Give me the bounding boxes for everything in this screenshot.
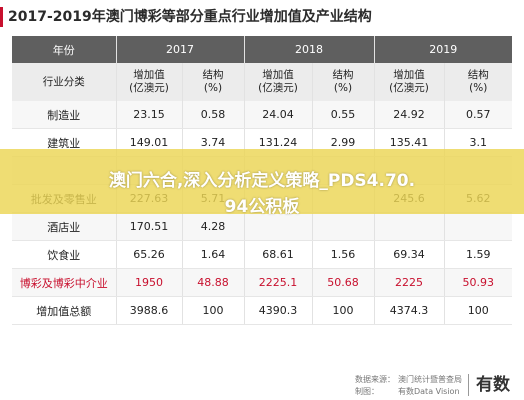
year-2018-header: 2018 bbox=[244, 36, 375, 63]
value-2019: 4374.3 bbox=[374, 296, 445, 325]
value-2019: 24.92 bbox=[374, 101, 445, 129]
row-category: 饮食业 bbox=[12, 240, 117, 269]
banner-text: 澳门六合,深入分析定义策略_PDS4.70. 94公积板 bbox=[0, 168, 524, 220]
structure-2017: 4.28 bbox=[182, 212, 245, 241]
value-2017: 3988.6 bbox=[116, 296, 183, 325]
year-header-row: 年份 2017 2018 2019 bbox=[12, 36, 512, 63]
structure-2017: 48.88 bbox=[182, 268, 245, 297]
value-header: 增加值 (亿澳元) bbox=[244, 63, 313, 101]
value-2018: 68.61 bbox=[244, 240, 313, 269]
structure-2017: 100 bbox=[182, 296, 245, 325]
overlay-banner bbox=[0, 149, 524, 214]
value-2017: 1950 bbox=[116, 268, 183, 297]
source-org: 澳门统计暨普查局 bbox=[398, 375, 462, 384]
row-category: 酒店业 bbox=[12, 212, 117, 241]
table-row: 制造业 23.15 0.58 24.04 0.55 24.92 0.57 bbox=[12, 101, 512, 129]
row-category: 增加值总额 bbox=[12, 296, 117, 325]
title-accent-bar bbox=[0, 7, 3, 27]
structure-2017: 0.58 bbox=[182, 101, 245, 129]
sub-header-row: 行业分类 增加值 (亿澳元) 结构 (%) 增加值 (亿澳元) 结构 (%) 增加值 (亿… bbox=[12, 63, 512, 101]
row-category: 制造业 bbox=[12, 101, 117, 129]
source-label: 数据来源： bbox=[355, 375, 395, 384]
structure-2018: 1.56 bbox=[312, 240, 375, 269]
structure-2017: 1.64 bbox=[182, 240, 245, 269]
year-2019-header: 2019 bbox=[374, 36, 512, 63]
value-2018: 2225.1 bbox=[244, 268, 313, 297]
structure-2019: 1.59 bbox=[444, 240, 512, 269]
structure-2018: 100 bbox=[312, 296, 375, 325]
structure-2019: 50.93 bbox=[444, 268, 512, 297]
value-2017: 65.26 bbox=[116, 240, 183, 269]
value-2019 bbox=[374, 212, 445, 241]
structure-header: 结构 (%) bbox=[444, 63, 512, 101]
table-row: 饮食业 65.26 1.64 68.61 1.56 69.34 1.59 bbox=[12, 240, 512, 269]
credit-org: 有数Data Vision bbox=[398, 387, 460, 396]
brand-logo: 有数 bbox=[476, 375, 510, 395]
value-header: 增加值 (亿澳元) bbox=[116, 63, 183, 101]
table-row: 增加值总额 3988.6 100 4390.3 100 4374.3 100 bbox=[12, 296, 512, 325]
table-row: 酒店业 170.51 4.28 bbox=[12, 212, 512, 241]
corner-label: 年份 bbox=[12, 36, 117, 63]
value-2017: 23.15 bbox=[116, 101, 183, 129]
value-2019: 69.34 bbox=[374, 240, 445, 269]
value-2019: 2225 bbox=[374, 268, 445, 297]
banner-line-2: 94公积板 bbox=[224, 197, 300, 217]
structure-2018: 50.68 bbox=[312, 268, 375, 297]
value-2017: 170.51 bbox=[116, 212, 183, 241]
value-2018: 4390.3 bbox=[244, 296, 313, 325]
structure-2019: 0.57 bbox=[444, 101, 512, 129]
table-row: 博彩及博彩中介业 1950 48.88 2225.1 50.68 2225 50.93 bbox=[12, 268, 512, 297]
structure-2018 bbox=[312, 212, 375, 241]
structure-2019 bbox=[444, 212, 512, 241]
value-header: 增加值 (亿澳元) bbox=[374, 63, 445, 101]
category-header: 行业分类 bbox=[12, 63, 117, 101]
structure-2018: 0.55 bbox=[312, 101, 375, 129]
structure-header: 结构 (%) bbox=[182, 63, 245, 101]
banner-line-1: 澳门六合,深入分析定义策略_PDS4.70. bbox=[108, 171, 416, 191]
year-2017-header: 2017 bbox=[116, 36, 245, 63]
row-category: 博彩及博彩中介业 bbox=[12, 268, 117, 297]
footer-divider bbox=[468, 374, 469, 396]
structure-header: 结构 (%) bbox=[312, 63, 375, 101]
value-2018 bbox=[244, 212, 313, 241]
chart-credit-label: 制图： bbox=[355, 387, 379, 396]
page-title: 2017-2019年澳门博彩等部分重点行业增加值及产业结构 bbox=[8, 9, 372, 25]
structure-2019: 100 bbox=[444, 296, 512, 325]
value-2018: 24.04 bbox=[244, 101, 313, 129]
